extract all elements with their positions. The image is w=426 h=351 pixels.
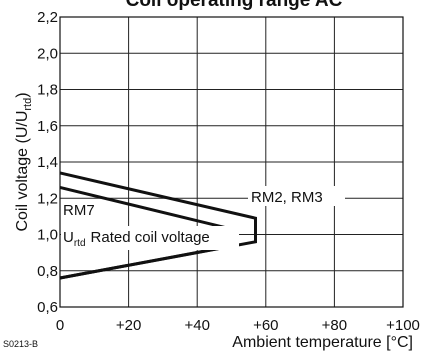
x-tick-label: +100 [386,317,420,334]
y-axis-label-end: ) [14,92,31,97]
x-tick-label: +80 [322,317,347,334]
series-line-rm2-rm3 [60,173,256,278]
y-tick-label: 2,0 [37,45,58,62]
y-axis-label-main: Coil voltage (U/U [14,111,31,232]
x-tick-label: +20 [116,317,141,334]
series-lines [60,173,256,278]
y-tick-label: 0,8 [37,263,58,280]
y-tick-label: 2,2 [37,9,58,26]
y-axis-label: Coil voltage (U/Urtd) [14,92,34,231]
x-tick-label: 0 [56,317,64,334]
x-tick-labels: 0 +20 +40 +60 +80 +100 [56,317,420,334]
rm23-label: RM2, RM3 [251,189,323,206]
y-tick-label: 1,4 [37,154,58,171]
figure-code: S0213-B [3,339,38,349]
rated-sub: rtd [74,238,86,249]
y-tick-label: 1,2 [37,190,58,207]
grid [60,17,403,307]
x-tick-label: +40 [184,317,209,334]
y-axis-label-sub: rtd [22,98,34,111]
y-tick-label: 1,8 [37,82,58,99]
rated-u: U [63,229,74,246]
y-tick-label: 1,0 [37,227,58,244]
rated-text: Rated coil voltage [91,229,210,246]
x-axis-label: Ambient temperature [°C] [232,334,413,351]
y-tick-label: 0,6 [37,299,58,316]
chart-title: Coil operating range AC [126,0,343,11]
y-tick-labels: 0,6 0,8 1,0 1,2 1,4 1,6 1,8 2,0 2,2 [37,9,58,316]
x-tick-label: +60 [253,317,278,334]
rm7-label: RM7 [63,202,95,219]
y-tick-label: 1,6 [37,118,58,135]
